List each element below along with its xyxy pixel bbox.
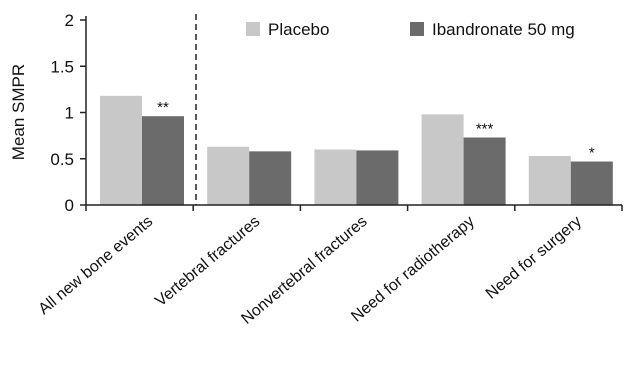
y-tick-label: 2	[65, 11, 74, 30]
bar-ibandronate	[356, 150, 399, 205]
significance-marker: *	[589, 145, 595, 162]
bar-placebo	[421, 114, 464, 205]
annotations: ******	[157, 99, 595, 161]
y-tick-label: 0	[65, 196, 74, 215]
y-tick-label: 0.5	[50, 150, 74, 169]
bar-ibandronate	[463, 137, 506, 205]
x-tick-label: Need for surgery	[483, 213, 585, 303]
y-axis-label: Mean SMPR	[9, 64, 28, 160]
y-axis: 0 0.5 1 1.5 2	[50, 11, 87, 215]
bar-placebo	[207, 146, 250, 205]
legend-label: Ibandronate 50 mg	[432, 20, 575, 39]
bars	[100, 95, 613, 205]
significance-marker: **	[157, 99, 169, 116]
y-tick-label: 1	[65, 104, 74, 123]
bar-ibandronate	[249, 151, 292, 205]
bar-ibandronate	[570, 161, 613, 205]
x-tick-label: All new bone events	[36, 213, 157, 318]
y-tick-label: 1.5	[50, 57, 74, 76]
bar-ibandronate	[142, 116, 184, 205]
x-tick-label: Need for radiotherapy	[348, 213, 477, 326]
legend-label: Placebo	[268, 20, 329, 39]
legend-swatch	[246, 22, 260, 36]
legend: Placebo Ibandronate 50 mg	[246, 20, 575, 39]
significance-marker: ***	[476, 120, 494, 137]
bar-placebo	[528, 155, 571, 205]
bar-placebo	[100, 95, 142, 205]
bar-placebo	[314, 149, 357, 205]
legend-swatch	[410, 22, 424, 36]
x-tick-label: Vertebral fractures	[152, 213, 263, 310]
